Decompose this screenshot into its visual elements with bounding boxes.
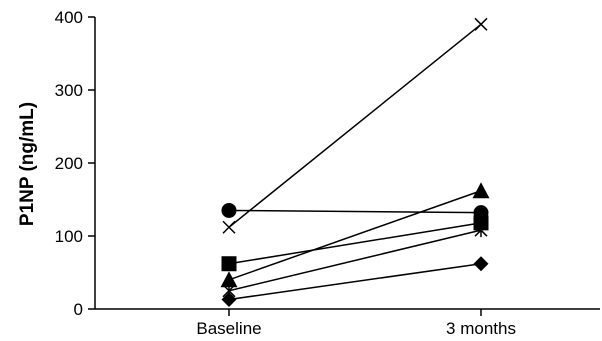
triangle-marker [220, 271, 238, 288]
square-marker [221, 256, 237, 272]
cross-marker [222, 220, 236, 234]
y-axis-title: P1NP (ng/mL) [17, 102, 38, 226]
y-ticks: 0 100 200 300 400 [55, 8, 95, 319]
y-tick-label: 0 [74, 300, 83, 319]
y-tick-label: 300 [55, 81, 83, 100]
series-circle [221, 202, 489, 221]
series-line [228, 262, 482, 301]
cross-marker [474, 17, 488, 31]
series-diamond [221, 256, 489, 308]
x-tick-label: 3 months [446, 319, 516, 338]
series-group [220, 17, 490, 308]
circle-marker [221, 202, 237, 218]
diamond-marker [221, 292, 237, 308]
series-line [228, 23, 482, 228]
diamond-marker [473, 256, 489, 272]
y-tick-label: 200 [55, 154, 83, 173]
series-line [228, 229, 482, 292]
x-ticks: Baseline 3 months [196, 309, 516, 338]
y-tick-label: 100 [55, 227, 83, 246]
x-tick-label: Baseline [196, 319, 261, 338]
series-asterisk [222, 223, 488, 298]
series-square [221, 215, 489, 272]
asterisk-marker [474, 223, 488, 238]
series-line [228, 209, 482, 214]
series-cross [222, 17, 488, 234]
series-line [228, 222, 482, 265]
series-triangle [220, 182, 490, 288]
y-tick-label: 400 [55, 8, 83, 27]
series-line [228, 190, 482, 281]
triangle-marker [472, 182, 490, 199]
axes [94, 17, 600, 310]
